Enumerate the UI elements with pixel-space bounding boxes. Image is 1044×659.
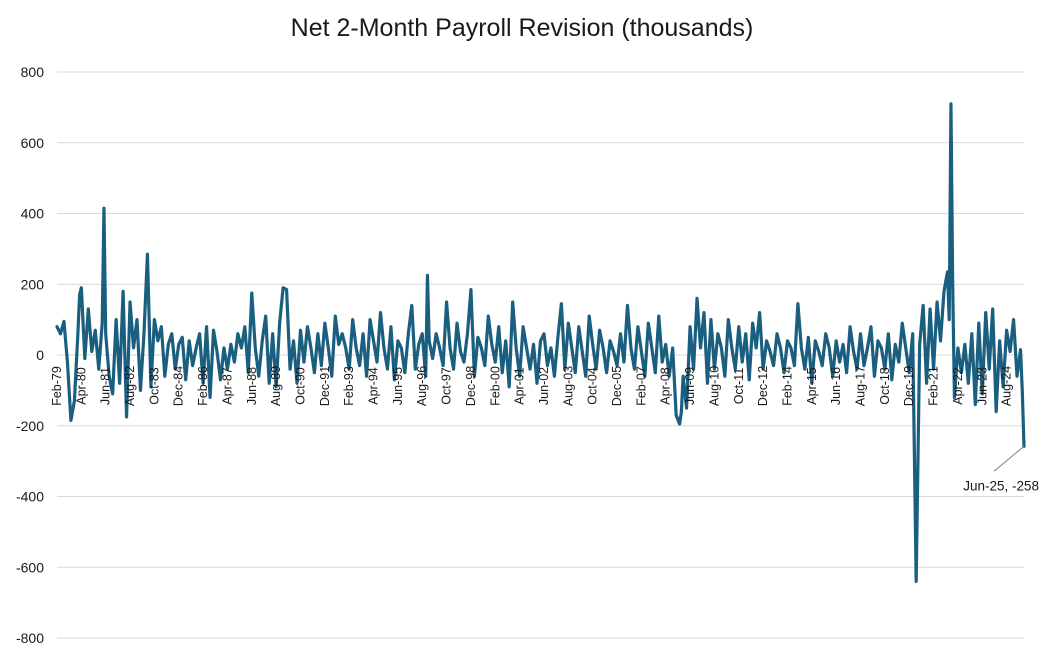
x-tick-label: Aug-03 bbox=[561, 366, 575, 406]
x-tick-label: Feb-93 bbox=[342, 366, 356, 406]
x-tick-label: Jun-95 bbox=[391, 367, 405, 405]
x-tick-label: Feb-07 bbox=[634, 366, 648, 406]
x-tick-label: Jun-88 bbox=[245, 367, 259, 405]
x-tick-label: Feb-86 bbox=[196, 366, 210, 406]
x-tick-label: Oct-11 bbox=[732, 368, 746, 405]
x-tick-label: Jun-23 bbox=[975, 367, 989, 405]
x-tick-label: Oct-04 bbox=[586, 367, 600, 405]
x-tick-label: Oct-83 bbox=[147, 367, 161, 405]
x-tick-label: Aug-82 bbox=[123, 366, 137, 406]
x-tick-label: Aug-96 bbox=[415, 366, 429, 406]
y-tick-label: -400 bbox=[16, 489, 44, 505]
annotation-leader-line bbox=[993, 445, 1025, 472]
y-axis-tick-labels: 800 600 400 200 0 -200 -400 -600 -800 bbox=[16, 64, 44, 646]
x-tick-label: Apr-08 bbox=[659, 367, 673, 405]
annotation-label: Jun-25, -258 bbox=[963, 478, 1039, 493]
x-tick-label: Dec-84 bbox=[172, 366, 186, 406]
x-tick-label: Jun-16 bbox=[829, 367, 843, 405]
x-tick-label: Feb-21 bbox=[927, 366, 941, 406]
y-tick-label: 200 bbox=[21, 276, 45, 292]
x-axis-tick-labels: Feb-79 Apr-80 Jun-81 Aug-82 Oct-83 Dec-84 Feb-… bbox=[50, 366, 1014, 406]
x-tick-label: Jun-09 bbox=[683, 367, 697, 405]
y-tick-label: -600 bbox=[16, 559, 44, 575]
x-tick-label: Aug-17 bbox=[854, 366, 868, 406]
x-tick-label: Jun-81 bbox=[99, 367, 113, 405]
x-tick-label: Dec-91 bbox=[318, 366, 332, 406]
x-tick-label: Apr-22 bbox=[951, 367, 965, 405]
x-tick-label: Feb-79 bbox=[50, 366, 64, 406]
x-tick-label: Dec-05 bbox=[610, 366, 624, 406]
x-tick-label: Oct-90 bbox=[293, 367, 307, 405]
x-tick-label: Apr-87 bbox=[220, 367, 234, 405]
x-tick-label: Feb-00 bbox=[488, 366, 502, 406]
x-tick-label: Aug-10 bbox=[707, 366, 721, 406]
x-tick-label: Apr-80 bbox=[74, 367, 88, 405]
x-tick-label: Apr-15 bbox=[805, 367, 819, 405]
x-tick-label: Jun-02 bbox=[537, 367, 551, 405]
y-tick-label: 0 bbox=[36, 347, 44, 363]
x-tick-label: Oct-18 bbox=[878, 367, 892, 405]
x-tick-label: Apr-94 bbox=[367, 367, 381, 405]
x-tick-label: Feb-14 bbox=[780, 366, 794, 406]
gridlines bbox=[57, 71, 1024, 639]
x-tick-label: Aug-24 bbox=[1000, 366, 1014, 406]
y-tick-label: 800 bbox=[21, 64, 45, 80]
annotation-layer: Jun-25, -258 bbox=[963, 445, 1039, 493]
x-tick-label: Aug-89 bbox=[269, 366, 283, 406]
x-tick-label: Oct-97 bbox=[440, 367, 454, 405]
y-tick-label: 600 bbox=[21, 135, 45, 151]
series-line-layer bbox=[55, 102, 1026, 583]
x-tick-label: Dec-12 bbox=[756, 366, 770, 406]
y-tick-label: -200 bbox=[16, 418, 44, 434]
x-tick-label: Dec-19 bbox=[902, 366, 916, 406]
chart-title: Net 2-Month Payroll Revision (thousands) bbox=[290, 14, 754, 42]
series-line bbox=[55, 102, 1026, 583]
x-tick-label: Dec-98 bbox=[464, 366, 478, 406]
y-tick-label: 400 bbox=[21, 206, 45, 222]
x-tick-label: Apr-01 bbox=[513, 367, 527, 405]
y-tick-label: -800 bbox=[16, 630, 44, 646]
